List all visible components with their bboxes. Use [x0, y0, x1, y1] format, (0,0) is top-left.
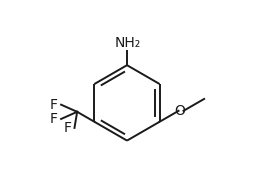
Text: F: F	[50, 98, 58, 112]
Text: O: O	[174, 104, 185, 118]
Text: NH₂: NH₂	[115, 36, 141, 50]
Text: F: F	[64, 121, 72, 135]
Text: F: F	[50, 112, 58, 126]
